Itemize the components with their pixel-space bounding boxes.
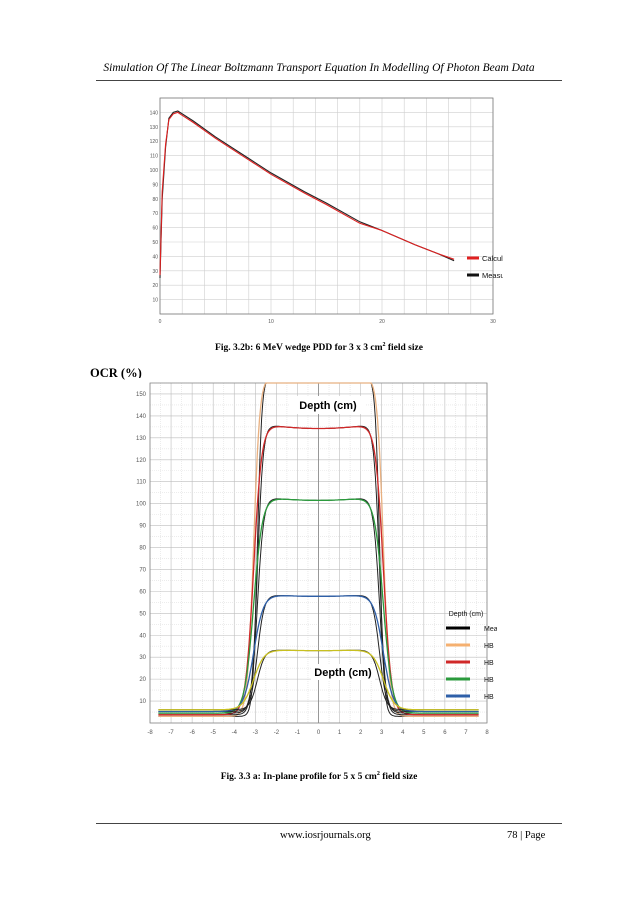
y-tick-label: 60 (152, 226, 158, 232)
x-tick-label: -5 (211, 730, 217, 736)
legend-label: HB (484, 660, 494, 667)
legend-calculated-label: Calculated (482, 254, 503, 263)
x-tick-label: -3 (253, 730, 259, 736)
y-tick-label: 130 (150, 125, 159, 131)
profile-ticks: -8 -7 -6 -5 -4 -3 -2 -1 0 1 2 3 4 5 6 7 8 10 20 30 40 50 60 70 8… (136, 392, 489, 736)
x-tick-label: 7 (464, 730, 468, 736)
profile-4-hb (158, 649, 479, 711)
x-tick-label: -6 (189, 730, 195, 736)
y-tick-label: 10 (139, 699, 146, 705)
x-tick-label: -7 (168, 730, 174, 736)
x-tick-label: 8 (485, 730, 489, 736)
pdd-legend: Calculated Measured (467, 254, 503, 280)
x-tick-label: -2 (274, 730, 280, 736)
x-tick-label: 1 (338, 730, 342, 736)
pdd-lines (159, 110, 455, 279)
plot-frame (159, 97, 494, 315)
y-tick-label: 130 (136, 436, 147, 442)
x-tick-label: -1 (295, 730, 301, 736)
pdd-ticks: 0 10 20 30 10 20 30 40 50 60 70 80 90 100 110 120 130 140 (150, 110, 496, 325)
x-tick-label: 0 (317, 730, 321, 736)
x-tick-label: 5 (422, 730, 426, 736)
y-tick-label: 90 (139, 524, 146, 530)
running-header: Simulation Of The Linear Boltzmann Trans… (103, 62, 535, 74)
y-tick-label: 10 (152, 298, 158, 304)
profile-2-hb (158, 498, 479, 714)
profile-3-hb (158, 595, 479, 713)
header-rule (96, 80, 562, 81)
profile-chart: -8 -7 -6 -5 -4 -3 -2 -1 0 1 2 3 4 5 6 7 8 10 20 30 40 50 60 70 8… (125, 378, 497, 753)
legend-title: Depth (cm) (449, 611, 484, 618)
y-tick-label: 20 (152, 283, 158, 289)
y-tick-label: 30 (139, 655, 146, 661)
x-tick-label: 2 (359, 730, 363, 736)
figure-b-caption: Fig. 3.2b: 6 MeV wedge PDD for 3 x 3 cm2… (215, 342, 423, 354)
figure-a-caption: Fig. 3.3 a: In-plane profile for 5 x 5 c… (220, 771, 418, 783)
y-tick-label: 90 (152, 182, 158, 188)
footer-rule (96, 823, 562, 824)
ocr-axis-label: OCR (%) (90, 366, 142, 380)
y-tick-label: 110 (150, 154, 158, 160)
y-tick-label: 80 (139, 546, 146, 552)
y-tick-label: 20 (139, 677, 146, 683)
x-tick-label: 4 (401, 730, 405, 736)
profile-1-hb (158, 426, 479, 716)
y-tick-label: 140 (150, 110, 159, 116)
series-calculated (159, 111, 455, 276)
profile-legend: Depth (cm) Meas. HB HB HB HB (446, 611, 497, 701)
y-tick-label: 70 (139, 567, 146, 573)
legend-label: Meas. (484, 626, 497, 633)
x-tick-label: 30 (490, 319, 496, 325)
y-tick-label: 100 (136, 502, 147, 508)
x-tick-label: 0 (159, 319, 162, 325)
x-tick-label: 10 (268, 319, 274, 325)
legend-label: HB (484, 694, 494, 701)
y-tick-label: 100 (150, 168, 159, 174)
y-tick-label: 70 (152, 211, 158, 217)
y-tick-label: 30 (152, 269, 158, 275)
legend-measured-label: Measured (482, 271, 503, 280)
depth-label-bottom: Depth (cm) (314, 667, 372, 679)
y-tick-label: 50 (152, 240, 158, 246)
x-tick-label: 20 (379, 319, 385, 325)
pdd-grid (159, 97, 494, 315)
profile-0-hb (158, 382, 479, 718)
y-tick-label: 80 (152, 197, 158, 203)
legend-label: HB (484, 643, 494, 650)
y-tick-label: 60 (139, 589, 146, 595)
y-tick-label: 50 (139, 611, 146, 617)
legend-label: HB (484, 677, 494, 684)
pdd-chart: 0 10 20 30 10 20 30 40 50 60 70 80 90 100 110 120 130 140… (145, 92, 503, 332)
depth-label-top: Depth (cm) (299, 400, 357, 412)
footer-page: 78 | Page (507, 830, 546, 841)
x-tick-label: -4 (232, 730, 238, 736)
y-tick-label: 150 (136, 392, 147, 398)
y-tick-label: 120 (136, 458, 147, 464)
x-tick-label: 6 (443, 730, 447, 736)
y-tick-label: 40 (139, 633, 146, 639)
y-tick-label: 40 (152, 254, 158, 260)
y-tick-label: 110 (136, 480, 146, 486)
footer-website: www.iosrjournals.org (280, 830, 371, 841)
y-tick-label: 140 (136, 414, 147, 420)
x-tick-label: 3 (380, 730, 384, 736)
y-tick-label: 120 (150, 139, 159, 145)
profile-lines (158, 382, 479, 718)
x-tick-label: -8 (147, 730, 153, 736)
